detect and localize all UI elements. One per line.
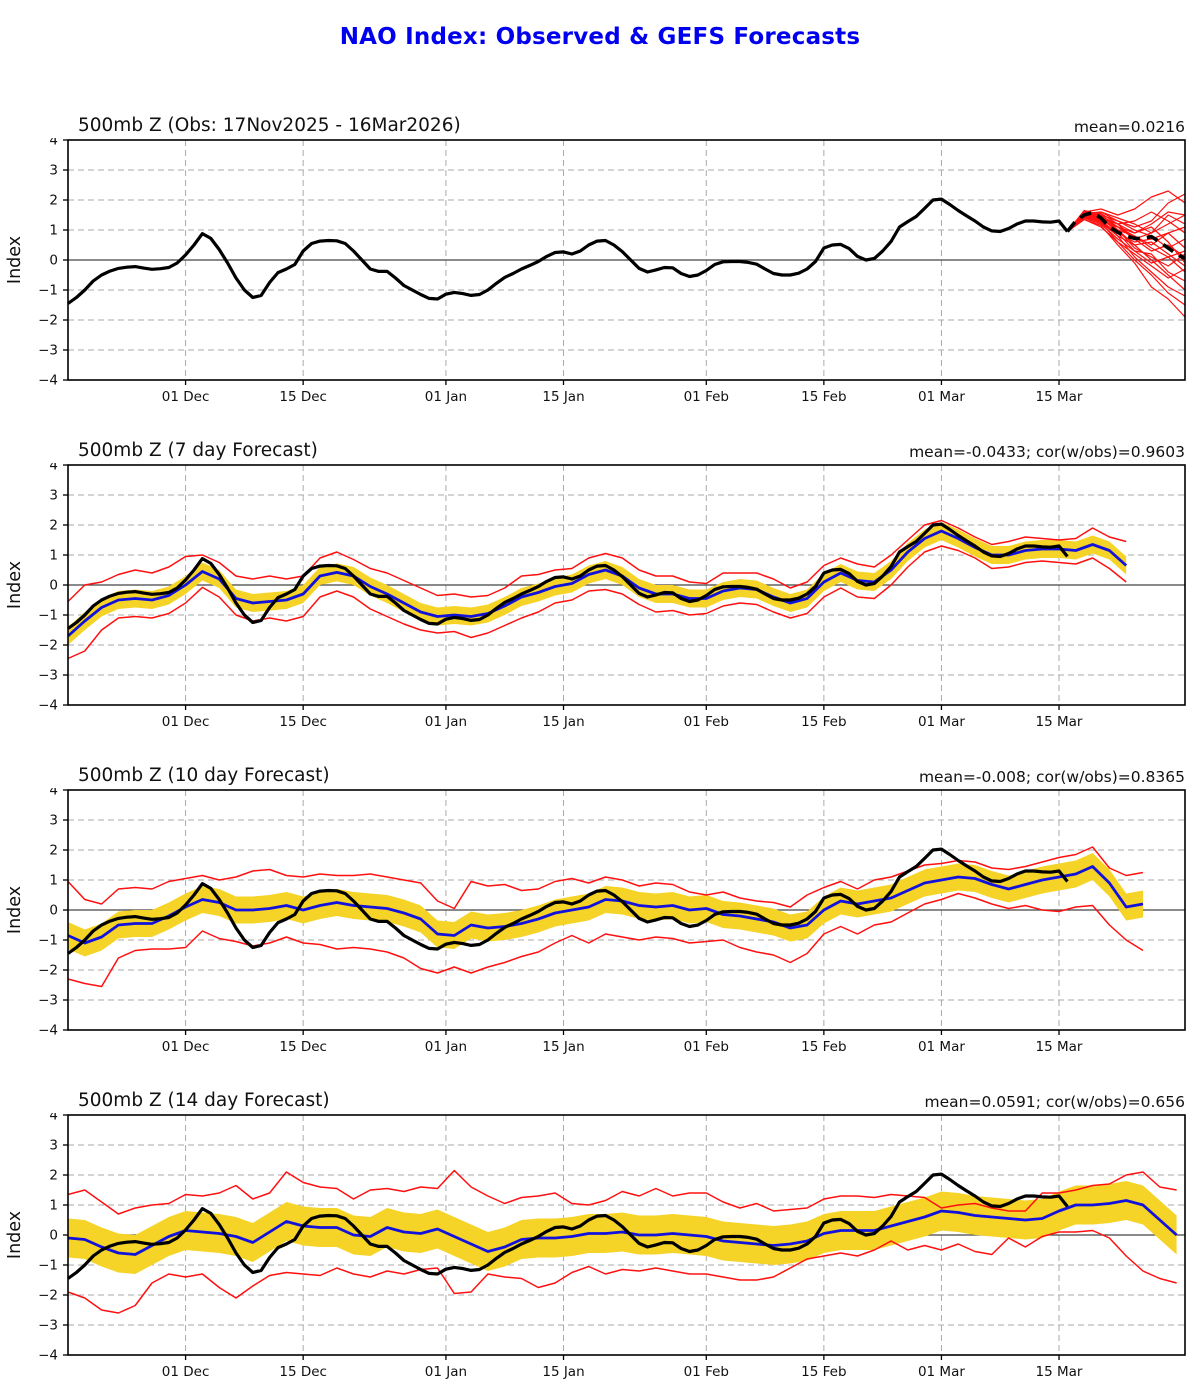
14day-plot-area: 4 3 2 1 0 −1 −2 −3 −4 01 Dec 15 Dec 01 Jan 15 Jan 01 … [5, 1113, 1186, 1380]
svg-text:15 Dec: 15 Dec [279, 389, 327, 405]
svg-text:01 Jan: 01 Jan [425, 389, 467, 405]
svg-text:15 Dec: 15 Dec [279, 1039, 327, 1055]
svg-text:Index: Index [5, 1211, 25, 1259]
svg-text:01 Feb: 01 Feb [684, 1364, 729, 1380]
panel-observed: 500mb Z (Obs: 17Nov2025 - 16Mar2026) mea… [0, 104, 1200, 414]
svg-text:01 Feb: 01 Feb [684, 714, 729, 730]
svg-text:1: 1 [49, 548, 58, 564]
observed-plot-area: 4 3 2 1 0 −1 −2 −3 −4 01 Dec 15 Dec 01 Jan 15 Jan 01 … [5, 138, 1186, 405]
svg-text:0: 0 [49, 903, 58, 919]
svg-text:01 Jan: 01 Jan [425, 714, 467, 730]
svg-text:−2: −2 [38, 313, 58, 329]
svg-text:01 Feb: 01 Feb [684, 1039, 729, 1055]
svg-text:3: 3 [49, 488, 58, 504]
svg-text:3: 3 [49, 1138, 58, 1154]
10day-plot-area: 4 3 2 1 0 −1 −2 −3 −4 01 Dec 15 Dec 01 Jan 15 Jan 01 … [5, 788, 1186, 1055]
panel-14day-forecast: 500mb Z (14 day Forecast) mean=0.0591; c… [0, 1079, 1200, 1389]
panel-7day-stats: mean=-0.0433; cor(w/obs)=0.9603 [909, 443, 1185, 461]
svg-text:01 Dec: 01 Dec [162, 714, 210, 730]
svg-text:01 Jan: 01 Jan [425, 1039, 467, 1055]
svg-text:01 Mar: 01 Mar [918, 389, 965, 405]
svg-text:15 Dec: 15 Dec [279, 1364, 327, 1380]
svg-text:4: 4 [49, 463, 58, 474]
panel-10day-stats: mean=-0.008; cor(w/obs)=0.8365 [918, 768, 1185, 786]
svg-text:01 Feb: 01 Feb [684, 389, 729, 405]
svg-text:4: 4 [49, 138, 58, 149]
svg-text:0: 0 [49, 1228, 58, 1244]
svg-text:01 Jan: 01 Jan [425, 1364, 467, 1380]
svg-text:15 Feb: 15 Feb [801, 389, 846, 405]
svg-text:15 Jan: 15 Jan [542, 1039, 584, 1055]
panel-14day-stats: mean=0.0591; cor(w/obs)=0.656 [924, 1093, 1185, 1111]
svg-text:−3: −3 [38, 668, 58, 684]
panel-7day-forecast: 500mb Z (7 day Forecast) mean=-0.0433; c… [0, 429, 1200, 739]
svg-text:−1: −1 [38, 283, 58, 299]
svg-text:0: 0 [49, 253, 58, 269]
panel-observed-title: 500mb Z (Obs: 17Nov2025 - 16Mar2026) [78, 115, 461, 136]
svg-text:15 Mar: 15 Mar [1036, 1364, 1083, 1380]
svg-text:0: 0 [49, 578, 58, 594]
svg-text:15 Jan: 15 Jan [542, 1364, 584, 1380]
svg-text:15 Feb: 15 Feb [801, 1039, 846, 1055]
panel-observed-stats: mean=0.0216 [1073, 118, 1185, 136]
svg-text:Index: Index [5, 886, 25, 934]
panel-14day-title: 500mb Z (14 day Forecast) [78, 1090, 330, 1111]
svg-text:01 Mar: 01 Mar [918, 1039, 965, 1055]
svg-text:01 Mar: 01 Mar [918, 1364, 965, 1380]
svg-text:01 Mar: 01 Mar [918, 714, 965, 730]
svg-text:−1: −1 [38, 933, 58, 949]
svg-text:15 Feb: 15 Feb [801, 1364, 846, 1380]
svg-text:−4: −4 [38, 1023, 58, 1039]
svg-text:15 Dec: 15 Dec [279, 714, 327, 730]
svg-text:1: 1 [49, 873, 58, 889]
svg-text:−1: −1 [38, 608, 58, 624]
svg-text:01 Dec: 01 Dec [162, 389, 210, 405]
svg-text:−3: −3 [38, 993, 58, 1009]
svg-text:3: 3 [49, 813, 58, 829]
svg-text:15 Mar: 15 Mar [1036, 389, 1083, 405]
svg-text:15 Jan: 15 Jan [542, 714, 584, 730]
7day-plot-area: 4 3 2 1 0 −1 −2 −3 −4 01 Dec 15 Dec 01 Jan 15 Jan 01 … [5, 463, 1186, 730]
svg-text:Index: Index [5, 236, 25, 284]
svg-text:−3: −3 [38, 343, 58, 359]
svg-text:1: 1 [49, 223, 58, 239]
svg-text:01 Dec: 01 Dec [162, 1039, 210, 1055]
svg-text:15 Feb: 15 Feb [801, 714, 846, 730]
svg-text:−1: −1 [38, 1258, 58, 1274]
svg-text:−2: −2 [38, 638, 58, 654]
svg-text:15 Mar: 15 Mar [1036, 714, 1083, 730]
svg-text:4: 4 [49, 1113, 58, 1124]
svg-text:2: 2 [49, 1168, 58, 1184]
svg-text:15 Mar: 15 Mar [1036, 1039, 1083, 1055]
panel-10day-forecast: 500mb Z (10 day Forecast) mean=-0.008; c… [0, 754, 1200, 1064]
svg-text:−2: −2 [38, 1288, 58, 1304]
svg-text:−4: −4 [38, 373, 58, 389]
svg-text:−2: −2 [38, 963, 58, 979]
svg-text:2: 2 [49, 843, 58, 859]
svg-text:01 Dec: 01 Dec [162, 1364, 210, 1380]
svg-text:15 Jan: 15 Jan [542, 389, 584, 405]
svg-text:−4: −4 [38, 698, 58, 714]
svg-text:−4: −4 [38, 1348, 58, 1364]
page-title: NAO Index: Observed & GEFS Forecasts [339, 24, 861, 50]
svg-text:−3: −3 [38, 1318, 58, 1334]
panel-10day-title: 500mb Z (10 day Forecast) [78, 765, 330, 786]
svg-text:Index: Index [5, 561, 25, 609]
panel-7day-title: 500mb Z (7 day Forecast) [78, 440, 318, 461]
svg-text:3: 3 [49, 163, 58, 179]
svg-text:1: 1 [49, 1198, 58, 1214]
svg-text:2: 2 [49, 518, 58, 534]
svg-text:4: 4 [49, 788, 58, 799]
svg-text:2: 2 [49, 193, 58, 209]
